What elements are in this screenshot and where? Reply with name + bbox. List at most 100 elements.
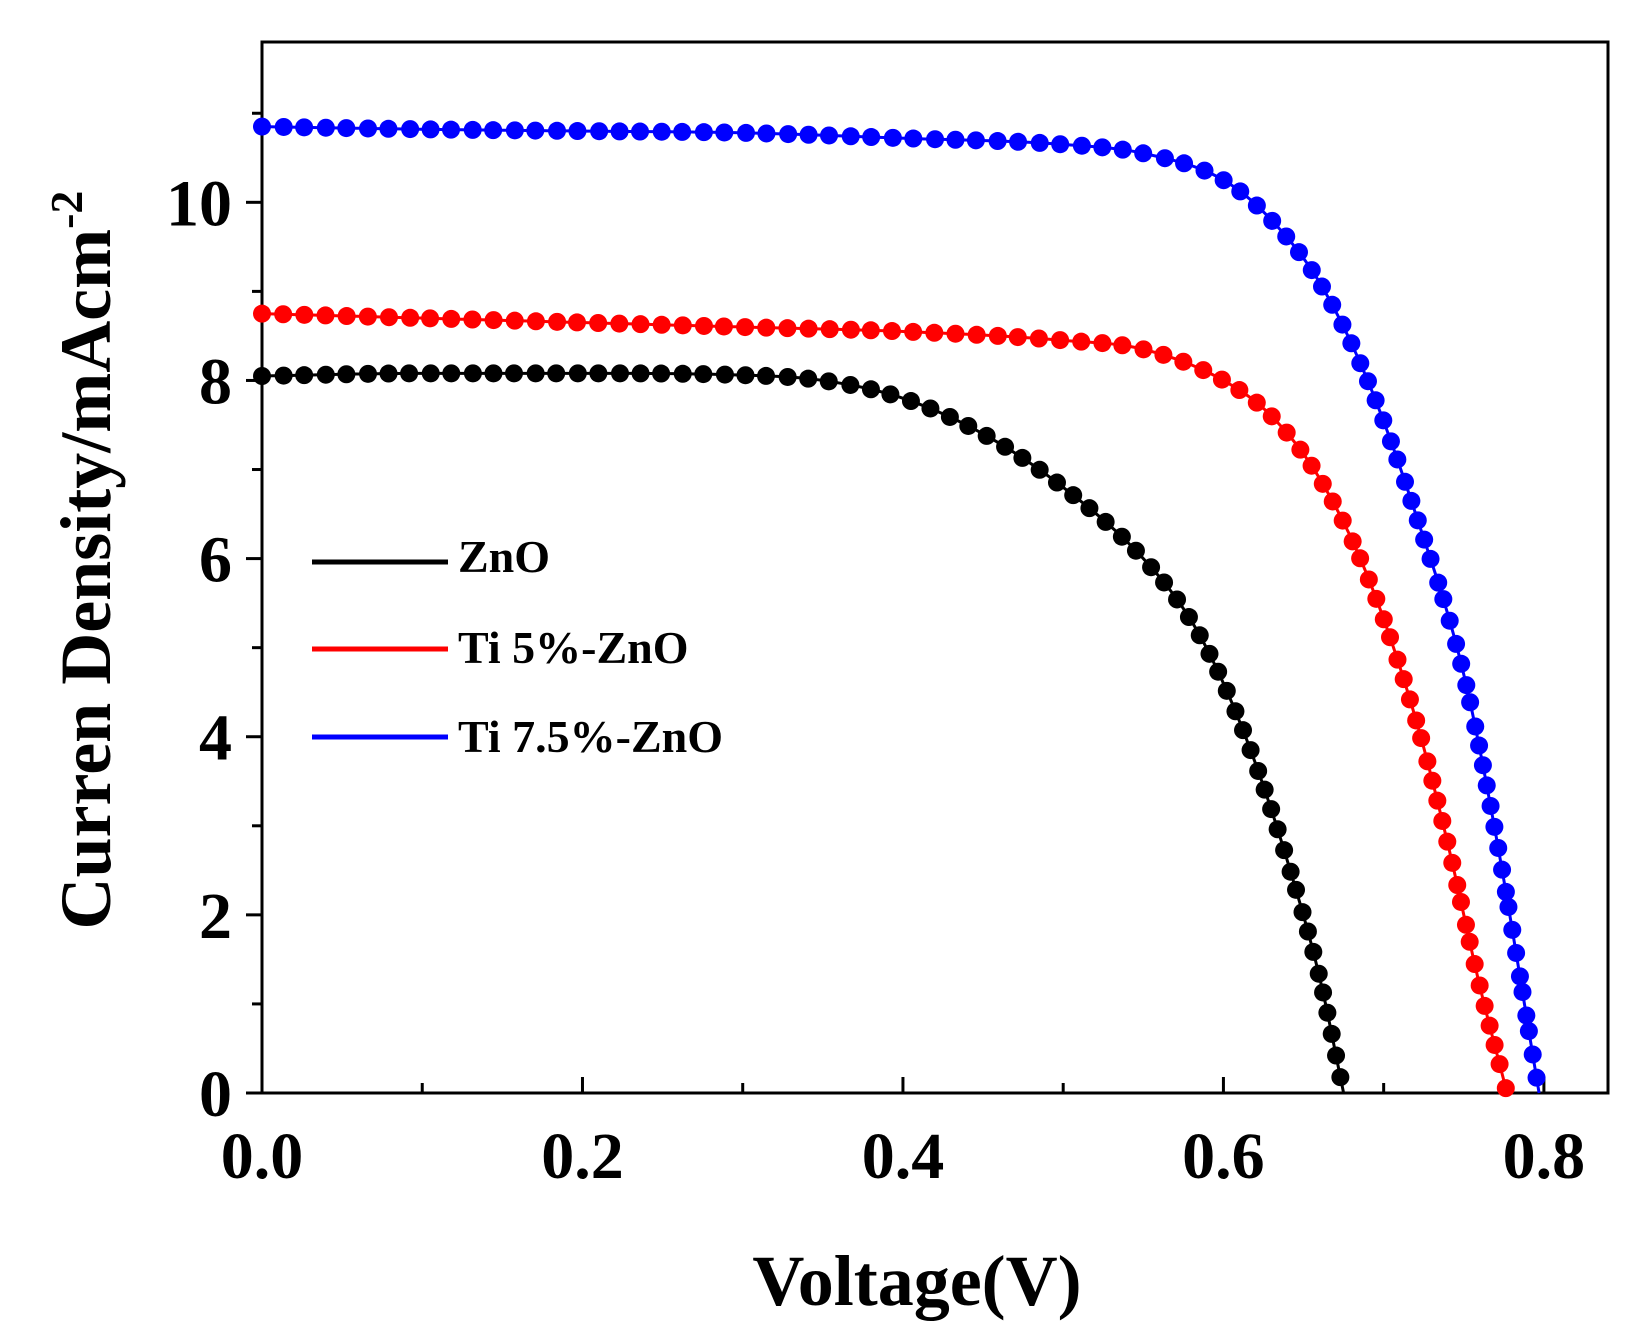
series-marker-0: [1314, 983, 1333, 1002]
series-marker-1: [1423, 771, 1442, 790]
series-marker-1: [1072, 332, 1091, 351]
series-marker-2: [1312, 277, 1331, 296]
series-marker-1: [714, 317, 733, 336]
series-marker-2: [442, 120, 461, 139]
series-marker-0: [337, 365, 356, 384]
series-line-2: [261, 125, 1541, 1094]
series-marker-2: [904, 129, 923, 148]
series-marker-1: [1496, 1079, 1515, 1098]
series-marker-2: [1517, 1006, 1536, 1025]
series-marker-2: [652, 122, 671, 141]
series-marker-1: [337, 307, 356, 326]
series-marker-0: [881, 385, 900, 404]
legend: ZnO Ti 5%-ZnO Ti 7.5%-ZnO: [312, 531, 723, 762]
series-marker-1: [568, 313, 586, 332]
series-marker-2: [1507, 943, 1526, 962]
series-marker-2: [1470, 736, 1489, 755]
series-marker-0: [421, 364, 440, 383]
series-marker-1: [295, 305, 314, 324]
series-marker-2: [548, 121, 567, 140]
series-marker-1: [1262, 407, 1281, 426]
series-marker-0: [589, 364, 608, 383]
series-marker-0: [1126, 541, 1145, 560]
series-marker-2: [1429, 573, 1448, 592]
series-marker-2: [1473, 756, 1492, 775]
series-marker-0: [1168, 590, 1187, 609]
series-marker-0: [694, 365, 713, 384]
series-marker-0: [359, 364, 377, 383]
series-marker-2: [1358, 372, 1377, 391]
series-marker-2: [1342, 334, 1361, 353]
series-marker-2: [737, 123, 756, 142]
series-marker-1: [316, 306, 335, 325]
series-marker-1: [1374, 610, 1393, 629]
y-axis-title: Curren Density/mAcm-2: [41, 191, 126, 930]
series-marker-0: [1287, 880, 1306, 899]
series-marker-0: [1190, 626, 1209, 645]
series-marker-2: [1493, 860, 1512, 879]
series-marker-1: [1291, 440, 1310, 459]
series-marker-0: [1249, 761, 1268, 780]
series-marker-1: [1154, 345, 1173, 364]
series-marker-1: [1470, 976, 1489, 995]
series-marker-1: [1400, 690, 1419, 709]
series-marker-0: [1013, 448, 1032, 467]
series-marker-0: [673, 364, 692, 383]
series-marker-1: [1490, 1055, 1509, 1074]
series-marker-2: [1523, 1045, 1542, 1064]
series-marker-1: [1212, 370, 1231, 389]
data-series: [253, 117, 1546, 1098]
x-tick-label: 0.2: [541, 1120, 624, 1193]
series-marker-2: [1351, 354, 1370, 373]
series-marker-0: [959, 416, 978, 435]
series-marker-0: [1309, 964, 1328, 983]
series-marker-1: [1194, 361, 1213, 380]
series-marker-2: [1499, 897, 1518, 916]
series-marker-2: [1457, 676, 1476, 695]
series-marker-1: [904, 322, 923, 341]
series-marker-2: [1113, 140, 1132, 159]
series-marker-0: [484, 364, 503, 383]
series-marker-1: [421, 309, 440, 328]
series-marker-2: [1333, 315, 1352, 334]
series-marker-1: [841, 320, 860, 339]
series-marker-0: [505, 364, 524, 383]
series-marker-2: [799, 125, 818, 144]
series-marker-2: [673, 122, 692, 141]
plot-frame: [260, 40, 1610, 1095]
series-marker-0: [1112, 527, 1131, 546]
series-marker-1: [1359, 570, 1378, 589]
series-marker-0: [1318, 1003, 1337, 1022]
series-marker-1: [1438, 832, 1457, 851]
series-marker-1: [253, 304, 271, 323]
series-marker-1: [861, 321, 880, 340]
series-marker-0: [757, 366, 776, 385]
series-marker-2: [590, 122, 609, 141]
x-tick-label: 0.4: [862, 1120, 945, 1193]
series-marker-2: [715, 123, 734, 142]
series-marker-0: [1096, 512, 1115, 531]
y-axis-title-group: Curren Density/mAcm-2: [41, 191, 126, 930]
y-tick-label: 10: [166, 167, 232, 240]
series-marker-0: [1298, 922, 1317, 941]
series-marker-1: [463, 310, 482, 329]
series-marker-2: [610, 122, 629, 141]
series-marker-1: [1388, 650, 1407, 669]
series-marker-0: [547, 364, 566, 383]
series-marker-1: [883, 322, 901, 341]
series-marker-0: [316, 365, 335, 384]
series-marker-0: [1080, 499, 1099, 518]
series-marker-1: [799, 319, 818, 338]
series-marker-2: [1263, 211, 1282, 230]
series-marker-2: [316, 118, 335, 137]
series-marker-0: [1327, 1046, 1346, 1065]
series-marker-1: [1051, 331, 1070, 350]
series-marker-2: [568, 122, 587, 141]
series-marker-1: [589, 314, 608, 332]
series-marker-1: [820, 320, 839, 339]
series-marker-2: [421, 120, 440, 139]
series-marker-0: [379, 364, 398, 383]
y-axis-title-main: Curren Density/mAcm: [46, 229, 126, 930]
series-marker-0: [715, 365, 734, 384]
series-marker-2: [1447, 634, 1466, 653]
